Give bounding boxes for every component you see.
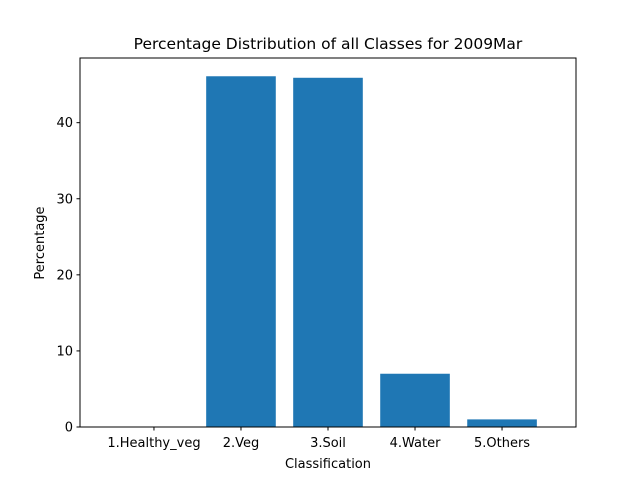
x-tick-label: 3.Soil [310, 436, 346, 451]
x-tick-label: 4.Water [390, 436, 441, 451]
chart-title: Percentage Distribution of all Classes f… [134, 35, 523, 53]
x-tick-label: 1.Healthy_veg [107, 436, 200, 451]
y-tick-label: 0 [65, 421, 73, 436]
bar-3 [293, 77, 363, 427]
bar-5 [467, 419, 537, 427]
y-tick-label: 20 [56, 268, 73, 283]
y-axis-label: Percentage [33, 206, 48, 279]
x-tick-label: 5.Others [474, 436, 530, 451]
y-tick-label: 10 [56, 344, 73, 359]
x-axis-label: Classification [285, 457, 371, 472]
bars [206, 76, 537, 427]
y-tick-label: 40 [56, 116, 73, 131]
x-axis-ticks: 1.Healthy_veg 2.Veg 3.Soil 4.Water 5.Others [107, 427, 530, 451]
bar-2 [206, 76, 276, 427]
y-tick-label: 30 [56, 192, 73, 207]
bar-4 [380, 373, 450, 427]
x-tick-label: 2.Veg [223, 436, 260, 451]
y-axis-ticks: 0 10 20 30 40 [56, 116, 80, 436]
